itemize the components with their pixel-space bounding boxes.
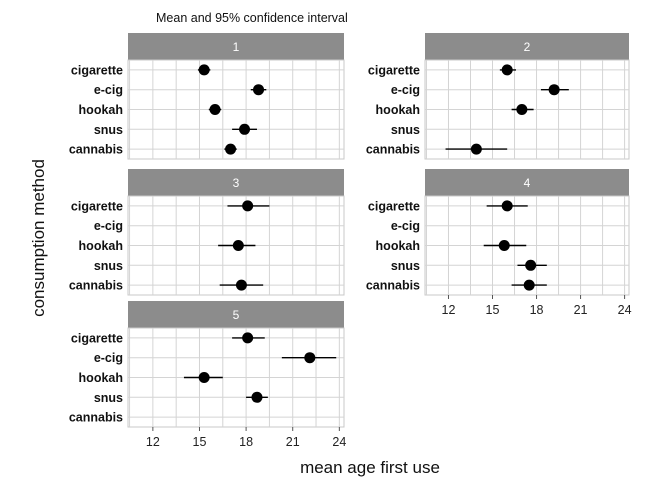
panel-4: 4 cigarette e-cig hookah snus cannabis 12 15 18 2… xyxy=(366,169,632,317)
data-point xyxy=(242,332,254,344)
x-tick-label: 18 xyxy=(530,303,544,317)
data-point xyxy=(239,123,251,135)
category-label: e-cig xyxy=(94,351,123,365)
data-point xyxy=(501,64,513,76)
x-tick-label: 24 xyxy=(618,303,632,317)
data-point xyxy=(251,391,263,403)
category-label: hookah xyxy=(79,371,123,385)
x-axis-title: mean age first use xyxy=(300,458,440,477)
x-tick-label: 21 xyxy=(574,303,588,317)
category-label: cigarette xyxy=(71,331,123,345)
category-label: cannabis xyxy=(366,143,420,157)
x-tick-label: 21 xyxy=(286,435,300,449)
panels-group: 1 cigarette e-cig hookah snus cannabis 2 cigare… xyxy=(69,33,632,449)
category-label: cigarette xyxy=(71,199,123,213)
category-label: e-cig xyxy=(391,219,420,233)
category-label: e-cig xyxy=(94,83,123,97)
category-label: cannabis xyxy=(69,279,123,293)
data-point xyxy=(198,64,210,76)
data-point xyxy=(548,84,560,96)
chart-title: Mean and 95% confidence interval xyxy=(156,11,348,25)
data-point xyxy=(253,84,265,96)
x-tick-label: 18 xyxy=(239,435,253,449)
data-point xyxy=(304,352,316,364)
category-label: cigarette xyxy=(368,199,420,213)
data-point xyxy=(232,240,244,251)
data-point xyxy=(501,200,513,212)
category-label: e-cig xyxy=(391,83,420,97)
facet-strip xyxy=(425,169,629,196)
category-label: hookah xyxy=(79,103,123,117)
data-point xyxy=(516,104,528,115)
data-point xyxy=(498,240,510,251)
facet-strip xyxy=(128,169,344,196)
facet-strip-label: 2 xyxy=(524,40,531,54)
category-label: cigarette xyxy=(71,63,123,77)
data-point xyxy=(225,143,237,155)
x-tick-label: 12 xyxy=(442,303,456,317)
x-tick-label: 15 xyxy=(486,303,500,317)
data-point xyxy=(525,259,537,271)
data-point xyxy=(470,143,482,155)
data-point xyxy=(235,279,247,291)
category-label: snus xyxy=(94,391,123,405)
category-label: cannabis xyxy=(69,411,123,425)
x-tick-label: 24 xyxy=(332,435,346,449)
category-label: snus xyxy=(94,123,123,137)
category-label: e-cig xyxy=(94,219,123,233)
facet-strip-label: 4 xyxy=(524,176,531,190)
facet-strip xyxy=(128,33,344,60)
category-label: snus xyxy=(391,123,420,137)
category-label: cannabis xyxy=(366,279,420,293)
data-point xyxy=(523,279,535,291)
category-label: cannabis xyxy=(69,143,123,157)
category-label: cigarette xyxy=(368,63,420,77)
facet-strip-label: 1 xyxy=(233,40,240,54)
panel-5: 5 cigarette e-cig hookah snus cannabis 12 15 18 2… xyxy=(69,301,346,449)
x-tick-label: 15 xyxy=(193,435,207,449)
data-point xyxy=(198,372,210,383)
data-point xyxy=(242,200,254,212)
category-label: snus xyxy=(94,259,123,273)
facet-strip-label: 3 xyxy=(233,176,240,190)
category-label: hookah xyxy=(376,103,420,117)
panel-1: 1 cigarette e-cig hookah snus cannabis xyxy=(69,33,345,160)
panel-2: 2 cigarette e-cig hookah snus cannabis xyxy=(366,33,630,160)
facet-strip xyxy=(425,33,629,60)
data-point xyxy=(209,104,221,115)
x-tick-label: 12 xyxy=(146,435,160,449)
y-axis-title: consumption method xyxy=(29,159,48,317)
facet-strip-label: 5 xyxy=(233,308,240,322)
panel-3: 3 cigarette e-cig hookah snus cannabis xyxy=(69,169,345,296)
category-label: snus xyxy=(391,259,420,273)
category-label: hookah xyxy=(376,239,420,253)
facet-strip xyxy=(128,301,344,328)
category-label: hookah xyxy=(79,239,123,253)
